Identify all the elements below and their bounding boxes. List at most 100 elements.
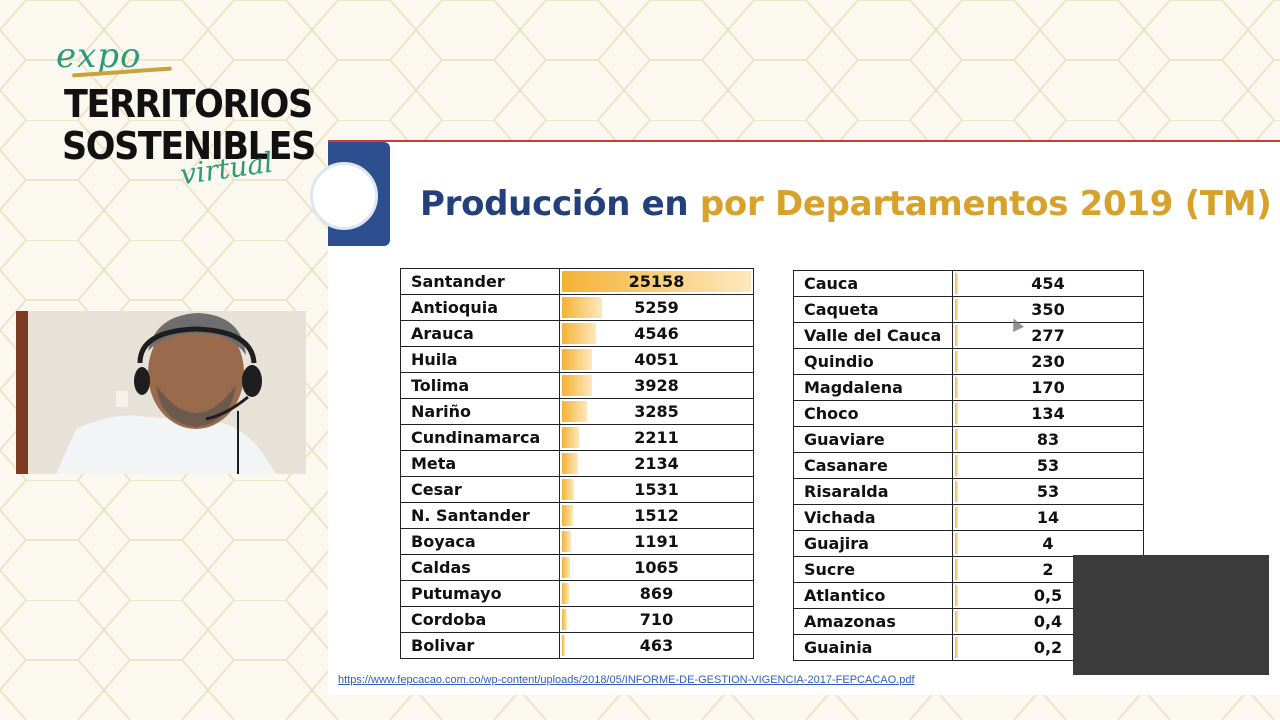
data-bar bbox=[955, 455, 958, 476]
data-bar bbox=[955, 325, 958, 346]
table-row: Cesar 1531 bbox=[400, 476, 754, 503]
data-bar bbox=[955, 481, 958, 502]
corner-logo bbox=[1116, 676, 1266, 690]
department-name: Arauca bbox=[400, 320, 560, 347]
video-overlay-panel bbox=[1073, 555, 1269, 675]
production-value: 5259 bbox=[634, 298, 679, 317]
production-value: 14 bbox=[1036, 508, 1060, 527]
table-row: Caqueta 350 bbox=[793, 296, 1144, 323]
production-value-cell: 1065 bbox=[559, 554, 754, 581]
production-value-cell: 5259 bbox=[559, 294, 754, 321]
data-bar bbox=[955, 559, 958, 580]
production-value-cell: 4546 bbox=[559, 320, 754, 347]
production-value: 134 bbox=[1031, 404, 1065, 423]
production-value: 710 bbox=[639, 610, 674, 629]
production-value: 3285 bbox=[634, 402, 679, 421]
table-row: Guaviare 83 bbox=[793, 426, 1144, 453]
table-row: Guajira 4 bbox=[793, 530, 1144, 557]
production-value: 1065 bbox=[634, 558, 679, 577]
data-bar bbox=[562, 453, 579, 474]
table-row: Risaralda 53 bbox=[793, 478, 1144, 505]
production-value-cell: 869 bbox=[559, 580, 754, 607]
department-name: Valle del Cauca bbox=[793, 322, 953, 349]
production-value-cell: 4 bbox=[952, 530, 1144, 557]
production-value: 170 bbox=[1031, 378, 1065, 397]
production-value: 1531 bbox=[634, 480, 679, 499]
production-value: 2211 bbox=[634, 428, 679, 447]
data-bar bbox=[562, 505, 574, 526]
table-row: Choco 134 bbox=[793, 400, 1144, 427]
slide-top-rule bbox=[328, 140, 1280, 142]
production-value-cell: 25158 bbox=[559, 268, 754, 295]
production-value: 53 bbox=[1036, 456, 1060, 475]
department-name: Atlantico bbox=[793, 582, 953, 609]
data-bar bbox=[562, 635, 566, 656]
production-value-cell: 1531 bbox=[559, 476, 754, 503]
production-value-cell: 134 bbox=[952, 400, 1144, 427]
production-value: 4 bbox=[1042, 534, 1054, 553]
production-value: 0,2 bbox=[1033, 638, 1063, 657]
production-value: 0,5 bbox=[1033, 586, 1063, 605]
source-link[interactable]: https://www.fepcacao.com.co/wp-content/u… bbox=[338, 674, 915, 686]
department-name: Vichada bbox=[793, 504, 953, 531]
table-row: Huila 4051 bbox=[400, 346, 754, 373]
department-name: Meta bbox=[400, 450, 560, 477]
production-value-cell: 53 bbox=[952, 452, 1144, 479]
table-row: Santander 25158 bbox=[400, 268, 754, 295]
department-name: Quindio bbox=[793, 348, 953, 375]
table-row: Putumayo 869 bbox=[400, 580, 754, 607]
data-bar bbox=[562, 479, 574, 500]
production-value-cell: 4051 bbox=[559, 346, 754, 373]
production-value-cell: 277 bbox=[952, 322, 1144, 349]
department-name: Choco bbox=[793, 400, 953, 427]
department-name: Guainia bbox=[793, 634, 953, 661]
logo-title-line2: SOSTENIBLES bbox=[62, 124, 316, 168]
data-bar bbox=[562, 427, 579, 448]
table-row: N. Santander 1512 bbox=[400, 502, 754, 529]
department-name: Cundinamarca bbox=[400, 424, 560, 451]
data-bar bbox=[562, 271, 751, 292]
data-bar bbox=[562, 349, 593, 370]
slide-title-part2: por Departamentos 2019 (TM) bbox=[699, 184, 1272, 224]
data-bar bbox=[562, 609, 568, 630]
table-row: Valle del Cauca 277 bbox=[793, 322, 1144, 349]
production-table-left: Santander 25158 Antioquia 5259 Arauca 4546 Hui… bbox=[400, 268, 754, 659]
data-bar bbox=[955, 585, 958, 606]
department-name: Risaralda bbox=[793, 478, 953, 505]
organization-seal-badge bbox=[310, 142, 390, 246]
table-row: Quindio 230 bbox=[793, 348, 1144, 375]
data-bar bbox=[562, 557, 570, 578]
department-name: Amazonas bbox=[793, 608, 953, 635]
data-bar bbox=[955, 533, 958, 554]
production-value: 350 bbox=[1031, 300, 1065, 319]
department-name: Cesar bbox=[400, 476, 560, 503]
department-name: Casanare bbox=[793, 452, 953, 479]
department-name: Boyaca bbox=[400, 528, 560, 555]
department-name: Nariño bbox=[400, 398, 560, 425]
logo-title-line1: TERRITORIOS bbox=[64, 82, 313, 126]
table-row: Antioquia 5259 bbox=[400, 294, 754, 321]
data-bar bbox=[955, 429, 958, 450]
department-name: Tolima bbox=[400, 372, 560, 399]
production-value: 277 bbox=[1031, 326, 1065, 345]
data-bar bbox=[955, 611, 958, 632]
production-value: 4546 bbox=[634, 324, 679, 343]
data-bar bbox=[955, 299, 958, 320]
production-value-cell: 170 bbox=[952, 374, 1144, 401]
data-bar bbox=[955, 403, 958, 424]
department-name: Guajira bbox=[793, 530, 953, 557]
department-name: Santander bbox=[400, 268, 560, 295]
production-value-cell: 463 bbox=[559, 632, 754, 659]
production-value: 1512 bbox=[634, 506, 679, 525]
department-name: Cauca bbox=[793, 270, 953, 297]
table-row: Meta 2134 bbox=[400, 450, 754, 477]
table-row: Boyaca 1191 bbox=[400, 528, 754, 555]
production-value-cell: 53 bbox=[952, 478, 1144, 505]
production-value: 2 bbox=[1042, 560, 1054, 579]
department-name: Caqueta bbox=[793, 296, 953, 323]
department-name: Antioquia bbox=[400, 294, 560, 321]
production-value: 230 bbox=[1031, 352, 1065, 371]
table-row: Arauca 4546 bbox=[400, 320, 754, 347]
presenter-webcam-video bbox=[16, 311, 306, 474]
production-value-cell: 230 bbox=[952, 348, 1144, 375]
